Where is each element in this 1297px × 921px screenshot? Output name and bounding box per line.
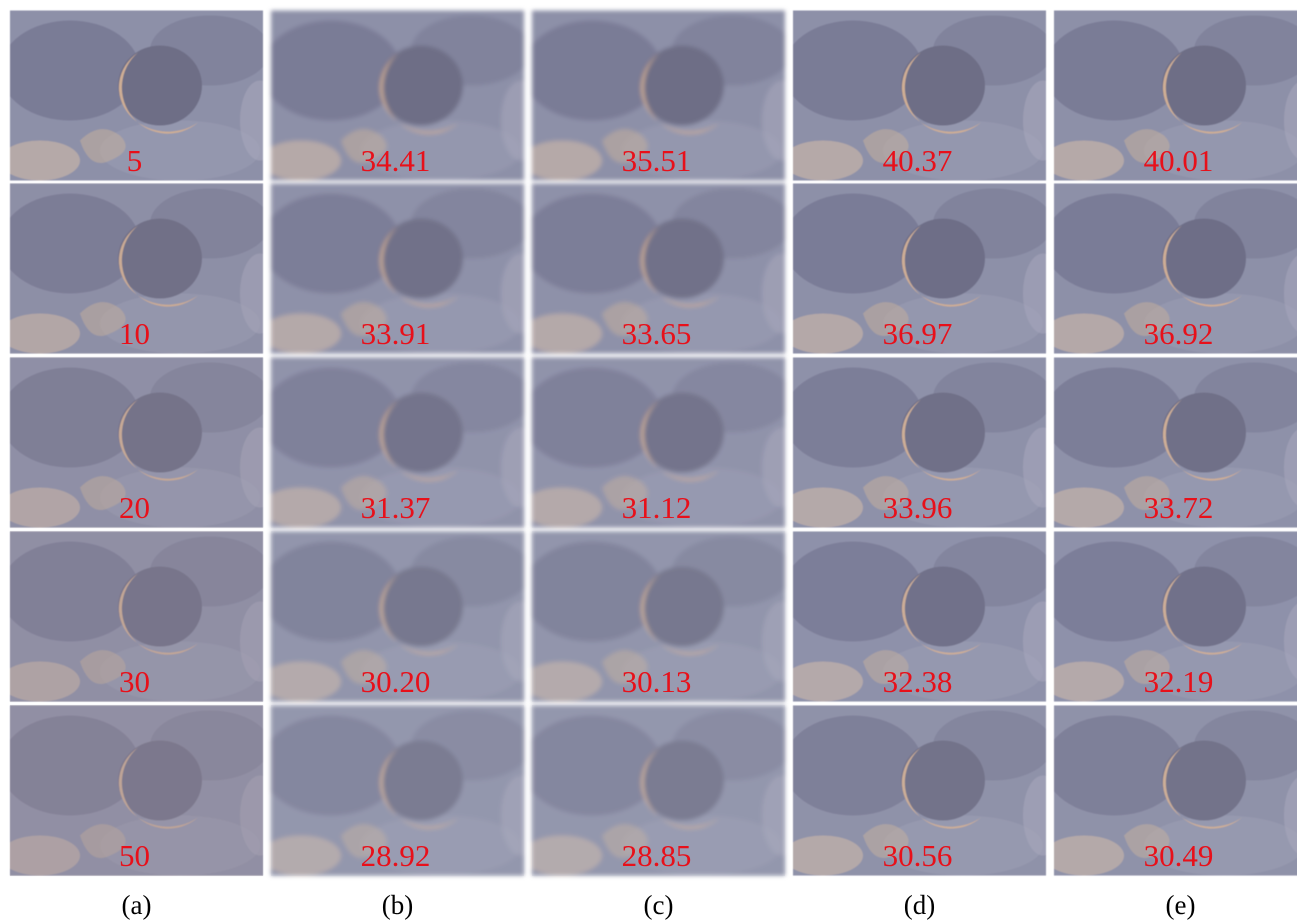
value-label: 40.01 xyxy=(1144,143,1214,178)
value-label: 33.91 xyxy=(361,316,431,351)
value-label: 34.41 xyxy=(361,143,431,178)
value-label: 30.56 xyxy=(883,838,953,873)
image-grid: 5 34.41 35.51 40.37 40.01 10 33.91 33.65 36.97 36… xyxy=(0,10,1297,876)
value-label: 30.20 xyxy=(361,664,431,699)
value-label: 30 xyxy=(119,664,150,699)
value-label: 30.49 xyxy=(1144,838,1214,873)
value-label: 28.92 xyxy=(361,838,431,873)
value-label: 35.51 xyxy=(622,143,692,178)
value-label: 31.12 xyxy=(622,490,692,525)
value-label: 40.37 xyxy=(883,143,953,178)
value-label: 50 xyxy=(119,838,150,873)
value-label: 20 xyxy=(119,490,150,525)
value-label: 33.96 xyxy=(883,490,953,525)
column-caption: (d) xyxy=(904,890,935,920)
column-caption: (c) xyxy=(644,890,674,920)
value-label: 33.72 xyxy=(1144,490,1214,525)
value-label: 30.13 xyxy=(622,664,692,699)
column-caption: (e) xyxy=(1166,890,1196,920)
value-label: 36.97 xyxy=(883,316,953,351)
figure: 5 34.41 35.51 40.37 40.01 10 33.91 33.65 36.97 36… xyxy=(0,0,1297,921)
value-label: 33.65 xyxy=(622,316,692,351)
value-label: 32.38 xyxy=(883,664,953,699)
column-caption: (a) xyxy=(122,890,152,920)
value-label: 31.37 xyxy=(361,490,431,525)
value-label: 36.92 xyxy=(1144,316,1214,351)
value-label: 32.19 xyxy=(1144,664,1214,699)
column-caption: (b) xyxy=(382,890,413,920)
value-label: 10 xyxy=(119,316,150,351)
value-label: 28.85 xyxy=(622,838,692,873)
value-label: 5 xyxy=(127,143,143,178)
